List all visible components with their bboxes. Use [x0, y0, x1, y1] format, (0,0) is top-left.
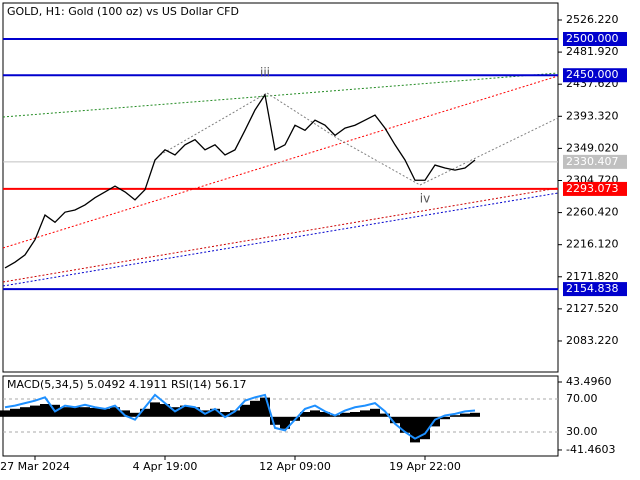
- macd-bar: [40, 404, 50, 417]
- macd-bar: [270, 416, 280, 425]
- level-label: 2500.000: [566, 32, 619, 45]
- rsi-line: [4, 393, 476, 440]
- wave-line: [339, 139, 421, 186]
- level-label-bg: [563, 181, 627, 196]
- wave-label: iv: [420, 192, 430, 206]
- macd-bar: [470, 412, 480, 417]
- macd-bar: [220, 412, 230, 417]
- macd-bar: [0, 410, 10, 417]
- trend-line: [419, 117, 559, 186]
- macd-bar: [410, 416, 420, 443]
- macd-bar: [20, 407, 30, 417]
- trend-line: [2, 72, 559, 118]
- macd-bar: [460, 413, 470, 417]
- wave-line: [266, 92, 341, 141]
- macd-bar: [60, 407, 70, 417]
- wave-line: [159, 92, 268, 156]
- macd-bar: [100, 408, 110, 417]
- macd-bar: [440, 416, 450, 420]
- macd-bar: [110, 407, 120, 417]
- x-tick-label: 19 Apr 22:00: [389, 460, 461, 473]
- macd-bar: [370, 408, 380, 417]
- level-label-bg: [563, 282, 627, 297]
- level-label-bg: [563, 68, 627, 83]
- macd-bar: [10, 408, 20, 417]
- macd-bar: [130, 412, 140, 417]
- macd-bar: [160, 404, 170, 417]
- y-tick-label: 2083.220: [566, 334, 619, 347]
- price-line: [4, 93, 476, 269]
- y-tick-label: 2216.120: [566, 238, 619, 251]
- macd-bar: [380, 413, 390, 417]
- macd-bar: [280, 416, 290, 429]
- macd-bar: [240, 404, 250, 417]
- macd-bar: [150, 402, 160, 417]
- y-tick-label: 2127.520: [566, 302, 619, 315]
- macd-bar: [250, 400, 260, 417]
- macd-bar: [140, 408, 150, 417]
- macd-bar: [320, 412, 330, 417]
- macd-bar: [360, 410, 370, 417]
- macd-bar: [80, 407, 90, 417]
- level-label: 2154.838: [566, 282, 619, 295]
- indicator-title: MACD(5,34,5) 5.0492 4.1911 RSI(14) 56.17: [7, 378, 246, 391]
- level-label-bg: [563, 154, 627, 169]
- macd-bar: [450, 415, 460, 417]
- macd-bar: [420, 416, 430, 440]
- macd-bar: [30, 405, 40, 417]
- y-tick-label: 2171.820: [566, 270, 619, 283]
- y-tick-label: 43.4960: [566, 375, 612, 388]
- macd-bar: [180, 405, 190, 417]
- trend-line: [2, 187, 559, 283]
- macd-bar: [430, 416, 440, 427]
- macd-bar: [210, 408, 220, 417]
- macd-bar: [300, 412, 310, 417]
- trend-line: [2, 75, 559, 249]
- y-tick-label: 2526.220: [566, 13, 619, 26]
- macd-bar: [340, 412, 350, 417]
- x-tick-label: 12 Apr 09:00: [259, 460, 331, 473]
- macd-bar: [400, 416, 410, 433]
- trend-line: [2, 192, 559, 287]
- y-tick-label: 2393.320: [566, 109, 619, 122]
- macd-bar: [90, 408, 100, 417]
- y-tick-label: 2349.020: [566, 141, 619, 154]
- y-tick-label: 2260.420: [566, 206, 619, 219]
- y-tick-label: -41.4603: [566, 443, 615, 456]
- x-tick-label: 27 Mar 2024: [0, 460, 70, 473]
- y2-tick-label: 70.00: [566, 392, 598, 405]
- y2-tick-label: 30.00: [566, 425, 598, 438]
- macd-bar: [350, 412, 360, 417]
- level-label: 2293.073: [566, 182, 619, 195]
- level-label-bg: [563, 31, 627, 46]
- macd-bar: [70, 406, 80, 417]
- level-label: 2450.000: [566, 68, 619, 81]
- macd-bar: [120, 410, 130, 417]
- macd-bar: [310, 410, 320, 417]
- chart-title: GOLD, H1: Gold (100 oz) vs US Dollar CFD: [7, 5, 239, 18]
- level-label: 2330.407: [566, 155, 619, 168]
- wave-label: iii: [260, 66, 270, 80]
- macd-bar: [230, 410, 240, 417]
- x-tick-label: 4 Apr 19:00: [133, 460, 198, 473]
- macd-bar: [260, 397, 270, 417]
- y-tick-label: 2481.920: [566, 45, 619, 58]
- macd-bar: [190, 407, 200, 417]
- trend-lines: [2, 72, 559, 287]
- macd-bar: [390, 416, 400, 424]
- main-panel: [2, 2, 559, 373]
